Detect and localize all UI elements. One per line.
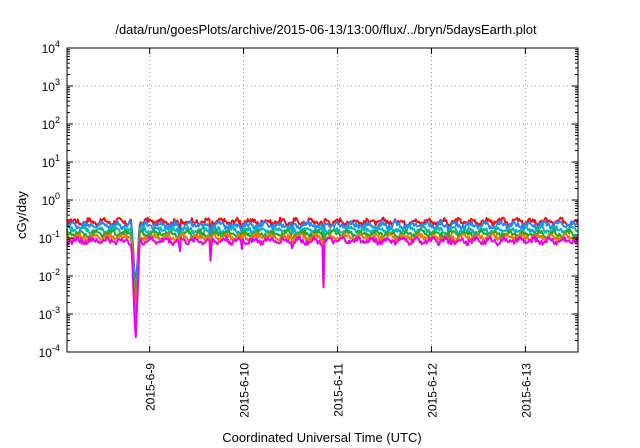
- x-axis-label: Coordinated Universal Time (UTC): [222, 430, 421, 445]
- x-tick-label: 2015-6-12: [425, 363, 439, 418]
- y-tick-label: 104: [42, 39, 60, 56]
- series-line: [66, 232, 579, 322]
- y-tick-exponent: 4: [55, 39, 60, 49]
- y-tick-exponent: -3: [52, 305, 60, 315]
- x-tick-label: 2015-6-11: [332, 363, 346, 417]
- y-tick-exponent: 0: [55, 191, 60, 201]
- x-tick-label: 2015-6-9: [144, 363, 158, 411]
- y-tick-base: 10: [42, 80, 56, 94]
- chart-title: /data/run/goesPlots/archive/2015-06-13/1…: [115, 22, 537, 37]
- y-tick-exponent: -2: [52, 267, 60, 277]
- y-axis-label: cGy/day: [14, 191, 29, 239]
- y-tick-label: 101: [42, 153, 60, 170]
- y-tick-label: 10-1: [39, 229, 60, 246]
- y-tick-label: 103: [42, 77, 60, 94]
- y-tick-base: 10: [42, 156, 56, 170]
- y-tick-base: 10: [42, 42, 56, 56]
- y-tick-base: 10: [39, 270, 53, 284]
- y-tick-base: 10: [42, 118, 56, 132]
- y-tick-exponent: -4: [52, 343, 60, 353]
- y-tick-base: 10: [42, 194, 56, 208]
- grid: [67, 48, 578, 352]
- x-tick-label: 2015-6-13: [519, 363, 533, 418]
- series-line: [66, 235, 579, 339]
- y-tick-label: 100: [42, 191, 60, 208]
- series-line: [66, 228, 579, 313]
- y-tick-label: 10-2: [39, 267, 60, 284]
- y-tick-exponent: 1: [55, 153, 60, 163]
- y-tick-base: 10: [39, 308, 53, 322]
- y-tick-label: 10-3: [39, 305, 60, 322]
- y-tick-exponent: 2: [55, 115, 60, 125]
- y-tick-label: 102: [42, 115, 60, 132]
- y-tick-base: 10: [39, 346, 53, 360]
- y-tick-base: 10: [39, 232, 53, 246]
- series-layer: [66, 216, 579, 339]
- y-tick-exponent: -1: [52, 229, 60, 239]
- x-tick-label: 2015-6-10: [238, 363, 252, 418]
- y-tick-label: 10-4: [39, 343, 60, 360]
- y-tick-exponent: 3: [55, 77, 60, 87]
